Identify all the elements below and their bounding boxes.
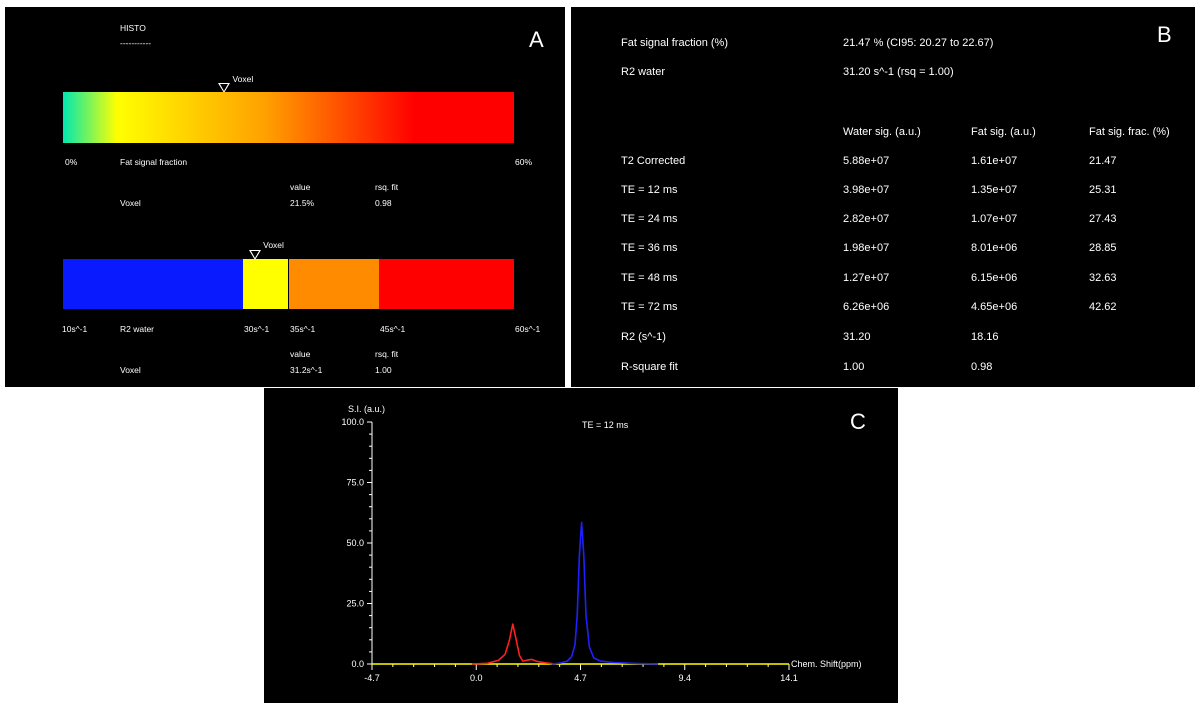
- table-cell: 25.31: [1089, 184, 1117, 196]
- table-cell: 32.63: [1089, 272, 1117, 284]
- r2-row-value: 31.2s^-1: [290, 365, 323, 375]
- x-tick-label: 14.1: [780, 673, 798, 683]
- r2-row-label: Voxel: [120, 365, 141, 375]
- r2-segment-yellow: [243, 259, 289, 309]
- fat-value-header: value: [290, 182, 311, 192]
- r2-segment-red: [378, 259, 514, 309]
- table-row-label: R2 (s^-1): [621, 331, 666, 343]
- table-cell: 21.47: [1089, 155, 1117, 167]
- spectrum-panel: C S.I. (a.u.) TE = 12 ms Chem. Shift(ppm…: [264, 388, 898, 703]
- summary-value-fat-fraction: 21.47 % (CI95: 20.27 to 22.67): [843, 37, 994, 49]
- table-cell: 42.62: [1089, 301, 1117, 313]
- table-cell: 1.98e+07: [843, 242, 890, 254]
- fat-bar-axis-label: Fat signal fraction: [120, 157, 188, 167]
- panel-letter-c: C: [850, 409, 866, 434]
- table-cell: 5.88e+07: [843, 155, 890, 167]
- table-cell: 8.01e+06: [971, 242, 1018, 254]
- y-tick-label: 0.0: [351, 659, 364, 669]
- table-cell: 2.82e+07: [843, 213, 890, 225]
- table-row-label: TE = 24 ms: [621, 213, 678, 225]
- x-tick-label: 0.0: [470, 673, 483, 683]
- table-row-label: T2 Corrected: [621, 155, 686, 167]
- x-axis-title: Chem. Shift(ppm): [791, 659, 862, 669]
- table-cell: 6.26e+06: [843, 301, 890, 313]
- chart-annotation: TE = 12 ms: [582, 420, 629, 430]
- table-cell: 6.15e+06: [971, 272, 1018, 284]
- column-header-fat: Fat sig. (a.u.): [971, 126, 1036, 138]
- r2-voxel-marker-label: Voxel: [263, 240, 284, 250]
- table-cell: 18.16: [971, 331, 999, 343]
- results-table-panel: B Fat signal fraction (%) 21.47 % (CI95:…: [571, 7, 1195, 387]
- table-cell: 1.07e+07: [971, 213, 1018, 225]
- column-header-water: Water sig. (a.u.): [843, 126, 921, 138]
- y-tick-label: 100.0: [341, 417, 364, 427]
- r2-tick-35: 35s^-1: [290, 324, 316, 334]
- table-row-label: R-square fit: [621, 361, 678, 373]
- y-tick-label: 75.0: [346, 478, 364, 488]
- table-row-label: TE = 36 ms: [621, 242, 678, 254]
- summary-label-fat-fraction: Fat signal fraction (%): [621, 37, 728, 49]
- summary-value-r2-water: 31.20 s^-1 (rsq = 1.00): [843, 66, 954, 78]
- panel-letter-b: B: [1157, 22, 1172, 47]
- table-cell: 1.00: [843, 361, 865, 373]
- fat-voxel-marker-label: Voxel: [232, 74, 254, 84]
- fat-rsq-header: rsq. fit: [375, 182, 399, 192]
- column-header-fat-frac: Fat sig. frac. (%): [1089, 126, 1170, 138]
- histogram-panel: A HISTO ----------- Voxel 0% Fat signal …: [5, 7, 565, 387]
- fat-row-label: Voxel: [120, 198, 141, 208]
- histo-title: HISTO: [120, 23, 146, 33]
- r2-tick-10: 10s^-1: [62, 324, 88, 334]
- table-row-label: TE = 48 ms: [621, 272, 678, 284]
- fat-fraction-colorbar: [63, 92, 514, 143]
- r2-rsq-header: rsq. fit: [375, 349, 399, 359]
- r2-segment-blue: [63, 259, 244, 309]
- panel-letter-a: A: [529, 27, 544, 52]
- table-cell: 0.98: [971, 361, 993, 373]
- x-tick-label: -4.7: [364, 673, 380, 683]
- fat-row-value: 21.5%: [290, 198, 315, 208]
- y-tick-label: 25.0: [346, 599, 364, 609]
- table-row-label: TE = 72 ms: [621, 301, 678, 313]
- summary-label-r2-water: R2 water: [621, 66, 666, 78]
- r2-tick-30: 30s^-1: [244, 324, 270, 334]
- r2-bar-axis-label: R2 water: [120, 324, 155, 334]
- fat-spectrum-line: [471, 623, 557, 665]
- spectrum-chart: S.I. (a.u.) TE = 12 ms Chem. Shift(ppm) …: [341, 404, 862, 683]
- table-row-label: TE = 12 ms: [621, 184, 678, 196]
- fat-bar-min-label: 0%: [65, 157, 78, 167]
- water-spectrum-line: [551, 521, 659, 665]
- x-tick-label: 9.4: [678, 673, 691, 683]
- r2-tick-60: 60s^-1: [515, 324, 541, 334]
- r2-row-rsq: 1.00: [375, 365, 392, 375]
- histo-underline: -----------: [120, 38, 152, 48]
- table-cell: 1.61e+07: [971, 155, 1018, 167]
- y-tick-label: 50.0: [346, 538, 364, 548]
- table-cell: 4.65e+06: [971, 301, 1018, 313]
- r2-segment-orange: [288, 259, 379, 309]
- r2-tick-45: 45s^-1: [380, 324, 406, 334]
- fat-bar-max-label: 60%: [515, 157, 533, 167]
- table-cell: 1.27e+07: [843, 272, 890, 284]
- r2-voxel-marker-icon[interactable]: [249, 250, 262, 260]
- y-axis-title: S.I. (a.u.): [348, 404, 385, 414]
- table-cell: 3.98e+07: [843, 184, 890, 196]
- r2-water-colorbar: [63, 259, 514, 309]
- table-cell: 27.43: [1089, 213, 1117, 225]
- r2-value-header: value: [290, 349, 311, 359]
- table-cell: 28.85: [1089, 242, 1117, 254]
- fat-voxel-marker-icon[interactable]: [218, 83, 231, 93]
- table-cell: 1.35e+07: [971, 184, 1018, 196]
- x-tick-label: 4.7: [574, 673, 587, 683]
- table-cell: 31.20: [843, 331, 871, 343]
- fat-row-rsq: 0.98: [375, 198, 392, 208]
